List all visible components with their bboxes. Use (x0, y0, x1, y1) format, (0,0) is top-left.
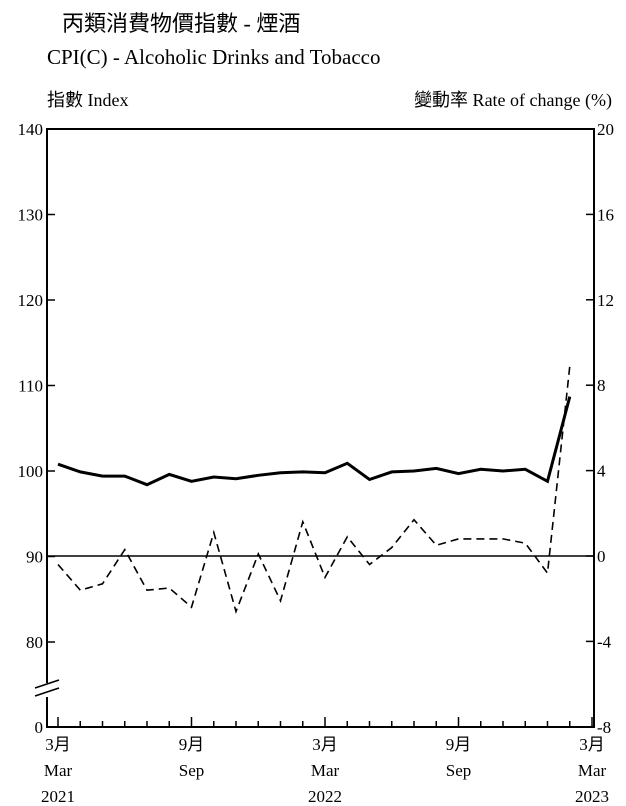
y-right-tick-label: 8 (597, 376, 606, 395)
x-tick-label-zh: 3月 (45, 735, 71, 754)
y-right-tick-label: 20 (597, 120, 614, 139)
x-tick-label-zh: 9月 (446, 735, 472, 754)
y-left-tick-label: 140 (18, 120, 44, 139)
y-right-tick-label: 16 (597, 205, 614, 224)
y-left-tick-label: 120 (18, 291, 44, 310)
y-right-tick-label: 0 (597, 547, 606, 566)
x-tick-label-en: Sep (446, 761, 472, 780)
axis-break-mark (34, 679, 60, 689)
x-tick-label-en: Mar (311, 761, 340, 780)
series-rate-line (57, 365, 571, 615)
series-index-line (57, 396, 572, 487)
x-tick-label-en: Mar (44, 761, 73, 780)
y-axis-right-label: 變動率 Rate of change (%) (414, 90, 612, 110)
y-left-tick-label: 130 (18, 206, 44, 225)
y-right-tick-label: 12 (597, 291, 614, 310)
x-tick-label-en: Mar (578, 761, 607, 780)
chart-title-en: CPI(C) - Alcoholic Drinks and Tobacco (47, 45, 381, 69)
y-left-tick-label: 110 (18, 377, 43, 396)
y-left-tick-label: 100 (18, 462, 44, 481)
plot-frame (46, 128, 595, 728)
chart-title-zh: 丙類消費物價指數 - 煙酒 (62, 11, 301, 36)
y-right-tick-label: 4 (597, 462, 606, 481)
y-left-tick-label: 90 (26, 548, 43, 567)
y-left-tick-label: 80 (26, 633, 43, 652)
x-tick-label-year: 2023 (575, 787, 609, 806)
x-tick-label-year: 2022 (308, 787, 342, 806)
x-tick-label-zh: 3月 (312, 735, 338, 754)
y-left-tick-label: 0 (35, 718, 44, 737)
x-tick-label-year: 2021 (41, 787, 75, 806)
y-right-tick-label: -8 (597, 718, 611, 737)
y-right-tick-label: -4 (597, 632, 612, 651)
axis-break-mark (34, 687, 60, 697)
x-tick-label-en: Sep (179, 761, 205, 780)
x-tick-label-zh: 3月 (579, 735, 605, 754)
y-axis-left-label: 指數 Index (47, 90, 129, 110)
x-tick-label-zh: 9月 (179, 735, 205, 754)
